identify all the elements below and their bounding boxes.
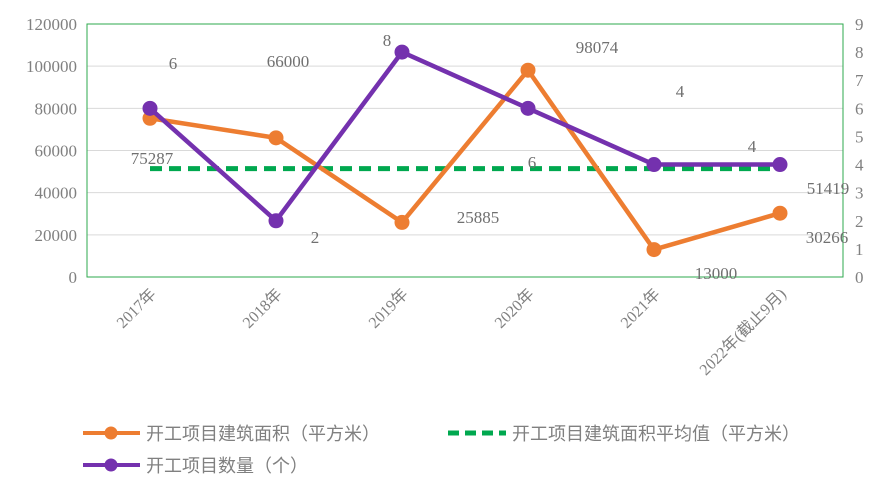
data-point-marker <box>646 157 662 173</box>
data-point-marker <box>772 157 788 173</box>
data-point-marker <box>772 205 788 221</box>
legend-item-floor-area: 开工项目建筑面积（平方米） <box>83 420 380 446</box>
x-axis-label: 2022年(截止9月) <box>696 285 790 379</box>
orange-line-marker-icon <box>83 426 140 440</box>
right-axis-tick-label: 6 <box>855 99 864 118</box>
data-point-marker <box>268 213 284 229</box>
left-axis-tick-label: 20000 <box>35 226 78 245</box>
right-axis-tick-label: 0 <box>855 268 864 287</box>
x-axis-label: 2017年 <box>113 285 160 332</box>
data-label: 2 <box>311 228 320 247</box>
legend-label-project-count: 开工项目数量（个） <box>146 456 308 476</box>
average-value-label: 51419 <box>807 179 850 198</box>
data-label: 8 <box>383 31 392 50</box>
data-point-marker <box>646 242 662 258</box>
data-label: 25885 <box>457 208 500 227</box>
right-axis-tick-label: 7 <box>855 71 864 90</box>
x-axis-label: 2018年 <box>239 285 286 332</box>
data-label: 4 <box>748 137 757 156</box>
data-point-marker <box>394 44 410 60</box>
legend-item-project-count: 开工项目数量（个） <box>83 452 308 478</box>
right-axis-tick-label: 9 <box>855 15 864 34</box>
data-point-marker <box>520 100 536 116</box>
legend-label-floor-area: 开工项目建筑面积（平方米） <box>146 424 380 444</box>
data-label: 4 <box>676 82 685 101</box>
purple-line-marker-icon <box>83 458 140 472</box>
data-label: 98074 <box>576 38 619 57</box>
x-axis-label: 2019年 <box>365 285 412 332</box>
legend-label-average: 开工项目建筑面积平均值（平方米） <box>512 424 800 444</box>
series-line-1 <box>148 49 780 224</box>
left-axis-tick-label: 60000 <box>35 142 78 161</box>
right-axis-tick-label: 1 <box>855 240 864 259</box>
left-axis-tick-label: 0 <box>69 268 78 287</box>
data-point-marker <box>268 130 284 146</box>
data-label: 75287 <box>131 149 174 168</box>
data-point-marker <box>520 62 536 78</box>
right-axis-tick-label: 5 <box>855 127 864 146</box>
green-dashed-line-icon <box>448 430 506 436</box>
plot-border <box>86 23 844 278</box>
data-label: 30266 <box>806 228 849 247</box>
x-axis-label: 2020年 <box>491 285 538 332</box>
right-axis-tick-label: 2 <box>855 212 864 231</box>
x-axis-label: 2021年 <box>617 285 664 332</box>
right-axis-tick-label: 4 <box>855 156 864 175</box>
data-label: 6 <box>169 54 178 73</box>
data-point-marker <box>142 100 158 116</box>
data-label: 66000 <box>267 52 310 71</box>
left-axis-tick-label: 40000 <box>35 184 78 203</box>
right-axis-tick-label: 8 <box>855 43 864 62</box>
left-axis-tick-label: 120000 <box>26 15 77 34</box>
data-label: 6 <box>528 153 537 172</box>
legend-item-average: 开工项目建筑面积平均值（平方米） <box>448 420 800 446</box>
right-axis-tick-label: 3 <box>855 184 864 203</box>
data-label: 13000 <box>695 264 738 283</box>
left-axis-tick-label: 100000 <box>26 57 77 76</box>
series-line-0 <box>149 67 781 252</box>
data-point-marker <box>394 214 410 230</box>
left-axis-tick-label: 80000 <box>35 99 78 118</box>
